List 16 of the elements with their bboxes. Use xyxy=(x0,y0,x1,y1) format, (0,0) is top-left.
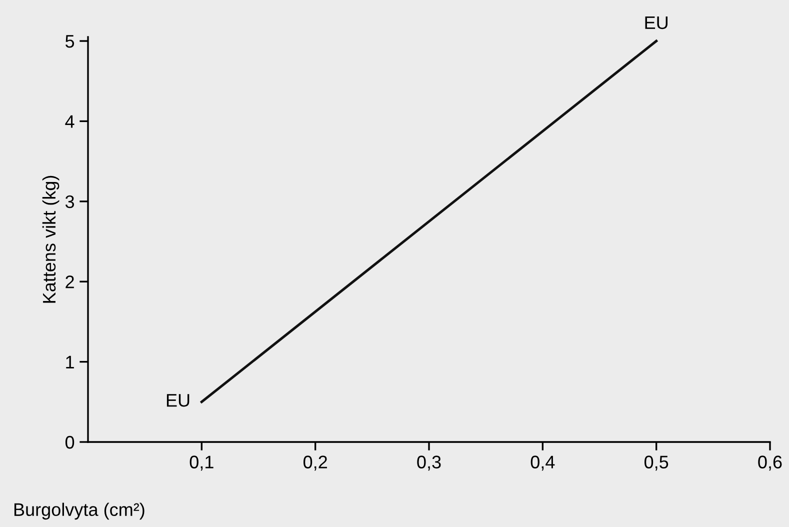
x-tick-label: 0,2 xyxy=(303,456,327,471)
y-tick-label: 2 xyxy=(66,276,74,288)
y-tick-label: 3 xyxy=(65,195,74,208)
x-tick-label: 0,6 xyxy=(758,456,782,471)
y-tick-label: 5 xyxy=(65,35,74,48)
x-axis-title: Burgolvyta (cm²) xyxy=(14,502,144,520)
y-axis-title: Kattens vikt (kg) xyxy=(42,176,60,303)
y-tick-label: 4 xyxy=(65,115,74,128)
annotation: EU xyxy=(166,394,190,407)
x-tick-label: 0,3 xyxy=(417,456,441,471)
annotation: EU xyxy=(645,16,668,30)
x-tick-label: 0,5 xyxy=(644,456,668,471)
x-tick-label: 0,4 xyxy=(530,456,555,471)
y-tick-label: 1 xyxy=(66,356,74,368)
x-tick-label: 0,1 xyxy=(190,456,214,471)
y-tick-label: 0 xyxy=(65,436,74,449)
